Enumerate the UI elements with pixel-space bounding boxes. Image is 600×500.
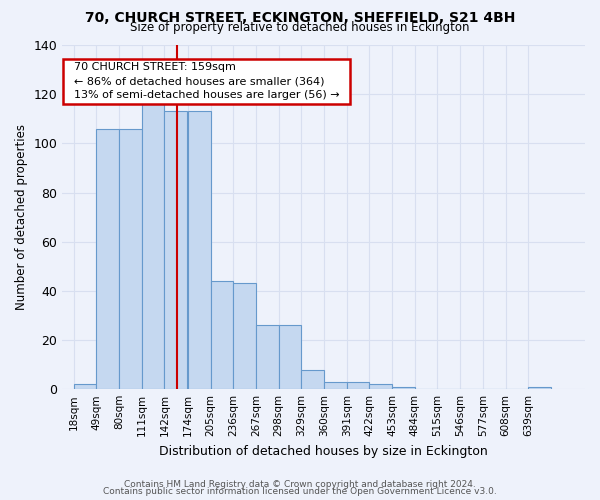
Bar <box>278 326 301 389</box>
Y-axis label: Number of detached properties: Number of detached properties <box>15 124 28 310</box>
Bar <box>301 370 324 389</box>
Bar <box>142 102 164 389</box>
Bar <box>347 382 370 389</box>
X-axis label: Distribution of detached houses by size in Eckington: Distribution of detached houses by size … <box>159 444 488 458</box>
Text: Contains public sector information licensed under the Open Government Licence v3: Contains public sector information licen… <box>103 487 497 496</box>
Bar <box>324 382 347 389</box>
Bar <box>233 284 256 389</box>
Bar <box>370 384 392 389</box>
Bar <box>119 128 142 389</box>
Bar <box>97 128 119 389</box>
Bar <box>528 386 551 389</box>
Bar <box>256 326 278 389</box>
Bar <box>188 112 211 389</box>
Text: Size of property relative to detached houses in Eckington: Size of property relative to detached ho… <box>130 21 470 34</box>
Text: 70 CHURCH STREET: 159sqm
  ← 86% of detached houses are smaller (364)
  13% of s: 70 CHURCH STREET: 159sqm ← 86% of detach… <box>67 62 346 100</box>
Bar <box>74 384 97 389</box>
Bar <box>164 112 187 389</box>
Bar <box>392 386 415 389</box>
Text: Contains HM Land Registry data © Crown copyright and database right 2024.: Contains HM Land Registry data © Crown c… <box>124 480 476 489</box>
Bar <box>211 281 233 389</box>
Text: 70, CHURCH STREET, ECKINGTON, SHEFFIELD, S21 4BH: 70, CHURCH STREET, ECKINGTON, SHEFFIELD,… <box>85 11 515 25</box>
